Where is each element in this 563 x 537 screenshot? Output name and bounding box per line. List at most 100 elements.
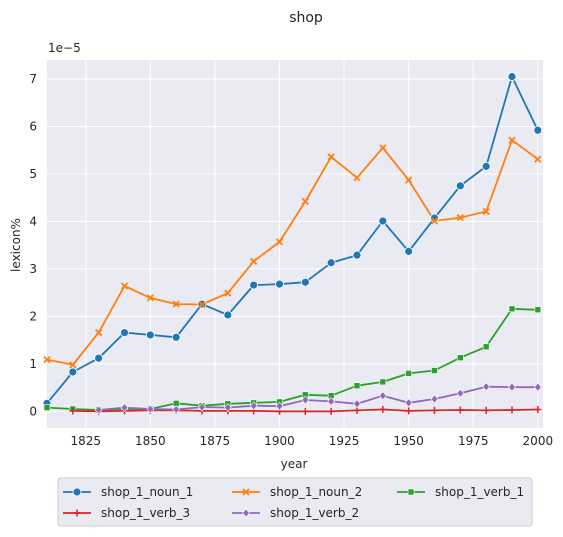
series-markers	[42, 72, 543, 415]
data-point-shop_1_noun_2	[172, 300, 180, 308]
y-tick-label: 4	[29, 214, 37, 228]
data-point-shop_1_verb_1	[43, 404, 51, 411]
legend-label: shop_1_verb_1	[435, 485, 524, 499]
legend-label: shop_1_verb_2	[270, 506, 359, 520]
x-axis-label: year	[281, 457, 308, 471]
data-point-shop_1_verb_3	[379, 405, 387, 413]
y-tick-label: 5	[29, 167, 37, 181]
data-point-shop_1_verb_1	[405, 370, 412, 377]
data-point-shop_1_verb_2	[120, 403, 129, 413]
data-point-shop_1_noun_1	[94, 353, 104, 363]
x-tick-label: 1925	[329, 434, 360, 448]
legend-marker	[407, 488, 415, 496]
data-point-shop_1_noun_1	[481, 161, 491, 171]
data-point-shop_1_noun_2	[508, 136, 516, 144]
legend-label: shop_1_noun_1	[101, 485, 193, 499]
data-point-shop_1_noun_2	[198, 300, 206, 309]
data-point-shop_1_verb_2	[456, 388, 465, 398]
data-point-shop_1_verb_3	[534, 405, 542, 413]
data-point-shop_1_verb_1	[508, 305, 516, 313]
data-point-shop_1_verb_2	[533, 382, 542, 392]
series-line-shop_1_noun_2	[46, 139, 539, 366]
data-point-shop_1_verb_2	[146, 404, 155, 414]
data-point-shop_1_verb_2	[327, 396, 336, 406]
data-point-shop_1_noun_1	[455, 181, 465, 191]
chart-title: shop	[289, 10, 323, 26]
y-tick-label: 0	[29, 404, 37, 418]
data-point-shop_1_verb_1	[457, 354, 464, 362]
data-point-shop_1_verb_3	[431, 406, 438, 414]
legend-marker	[242, 508, 250, 518]
data-point-shop_1_noun_1	[352, 250, 362, 260]
x-tick-label: 2000	[523, 434, 554, 448]
data-point-shop_1_verb_2	[198, 402, 206, 412]
legend-marker	[73, 509, 81, 517]
data-point-shop_1_verb_2	[223, 403, 232, 413]
data-point-shop_1_noun_1	[275, 279, 284, 289]
data-point-shop_1_verb_2	[508, 382, 516, 392]
data-point-shop_1_verb_1	[379, 378, 387, 386]
data-point-shop_1_verb_1	[482, 343, 490, 351]
data-point-shop_1_verb_3	[301, 407, 309, 415]
data-point-shop_1_noun_2	[120, 282, 129, 290]
data-point-shop_1_verb_2	[404, 398, 413, 408]
legend-marker	[72, 487, 82, 497]
data-point-shop_1_noun_2	[224, 289, 232, 297]
data-point-shop_1_noun_1	[120, 328, 129, 337]
data-point-shop_1_noun_1	[223, 310, 233, 320]
legend-label: shop_1_verb_3	[101, 506, 190, 520]
data-point-shop_1_verb_2	[172, 405, 181, 414]
x-tick-label: 1900	[264, 434, 295, 448]
data-point-shop_1_noun_1	[507, 72, 517, 82]
data-point-shop_1_noun_2	[250, 257, 258, 265]
data-point-shop_1_noun_2	[482, 207, 490, 216]
y-tick-label: 7	[29, 72, 37, 86]
x-tick-label: 1850	[135, 434, 166, 448]
y-tick-label: 2	[29, 309, 37, 323]
data-point-shop_1_verb_2	[301, 395, 310, 405]
data-point-shop_1_noun_2	[275, 238, 284, 246]
data-point-shop_1_noun_2	[146, 294, 154, 302]
data-point-shop_1_noun_2	[534, 155, 542, 163]
data-point-shop_1_verb_2	[378, 391, 387, 401]
data-point-shop_1_noun_2	[456, 214, 464, 222]
x-tick-label: 1825	[70, 434, 101, 448]
data-point-shop_1_verb_2	[430, 394, 439, 404]
data-point-shop_1_verb_2	[353, 399, 361, 409]
data-point-shop_1_noun_1	[145, 330, 155, 340]
data-point-shop_1_noun_1	[533, 125, 543, 135]
series-line-shop_1_verb_2	[98, 385, 538, 411]
legend-label: shop_1_noun_2	[270, 485, 362, 499]
data-point-shop_1_noun_2	[430, 217, 439, 225]
data-point-shop_1_verb_2	[482, 382, 491, 392]
data-point-shop_1_noun_2	[95, 328, 103, 337]
data-point-shop_1_noun_2	[405, 176, 413, 184]
data-point-shop_1_noun_2	[43, 355, 51, 364]
legend-marker	[242, 488, 250, 496]
data-point-shop_1_verb_1	[431, 367, 438, 374]
y-tick-label: 6	[29, 119, 37, 133]
x-tick-label: 1975	[458, 434, 489, 448]
data-point-shop_1_noun_1	[404, 246, 414, 256]
y-scale-label: 1e−5	[48, 41, 81, 55]
data-point-shop_1_noun_2	[301, 197, 309, 206]
data-point-shop_1_verb_3	[69, 407, 77, 415]
grid	[47, 60, 543, 428]
data-point-shop_1_verb_3	[508, 406, 516, 414]
x-tick-label: 1875	[200, 434, 231, 448]
data-point-shop_1_noun_1	[68, 367, 78, 377]
data-point-shop_1_noun_2	[379, 144, 387, 152]
data-point-shop_1_noun_2	[327, 153, 335, 161]
data-point-shop_1_verb_3	[482, 406, 490, 414]
data-point-shop_1_noun_1	[378, 216, 388, 226]
y-tick-label: 1	[29, 357, 37, 371]
data-point-shop_1_noun_1	[326, 258, 336, 268]
y-axis-label: lexicon%	[9, 218, 23, 272]
legend: shop_1_noun_1 shop_1_noun_2 shop_1_verb_1s…	[57, 477, 533, 527]
data-point-shop_1_noun_2	[353, 174, 361, 182]
y-axis-ticks: 0 1 2 3 4 5 6 7	[29, 72, 37, 418]
data-point-shop_1_noun_1	[300, 277, 310, 287]
data-point-shop_1_verb_3	[327, 407, 335, 415]
data-point-shop_1_verb_2	[249, 401, 258, 411]
